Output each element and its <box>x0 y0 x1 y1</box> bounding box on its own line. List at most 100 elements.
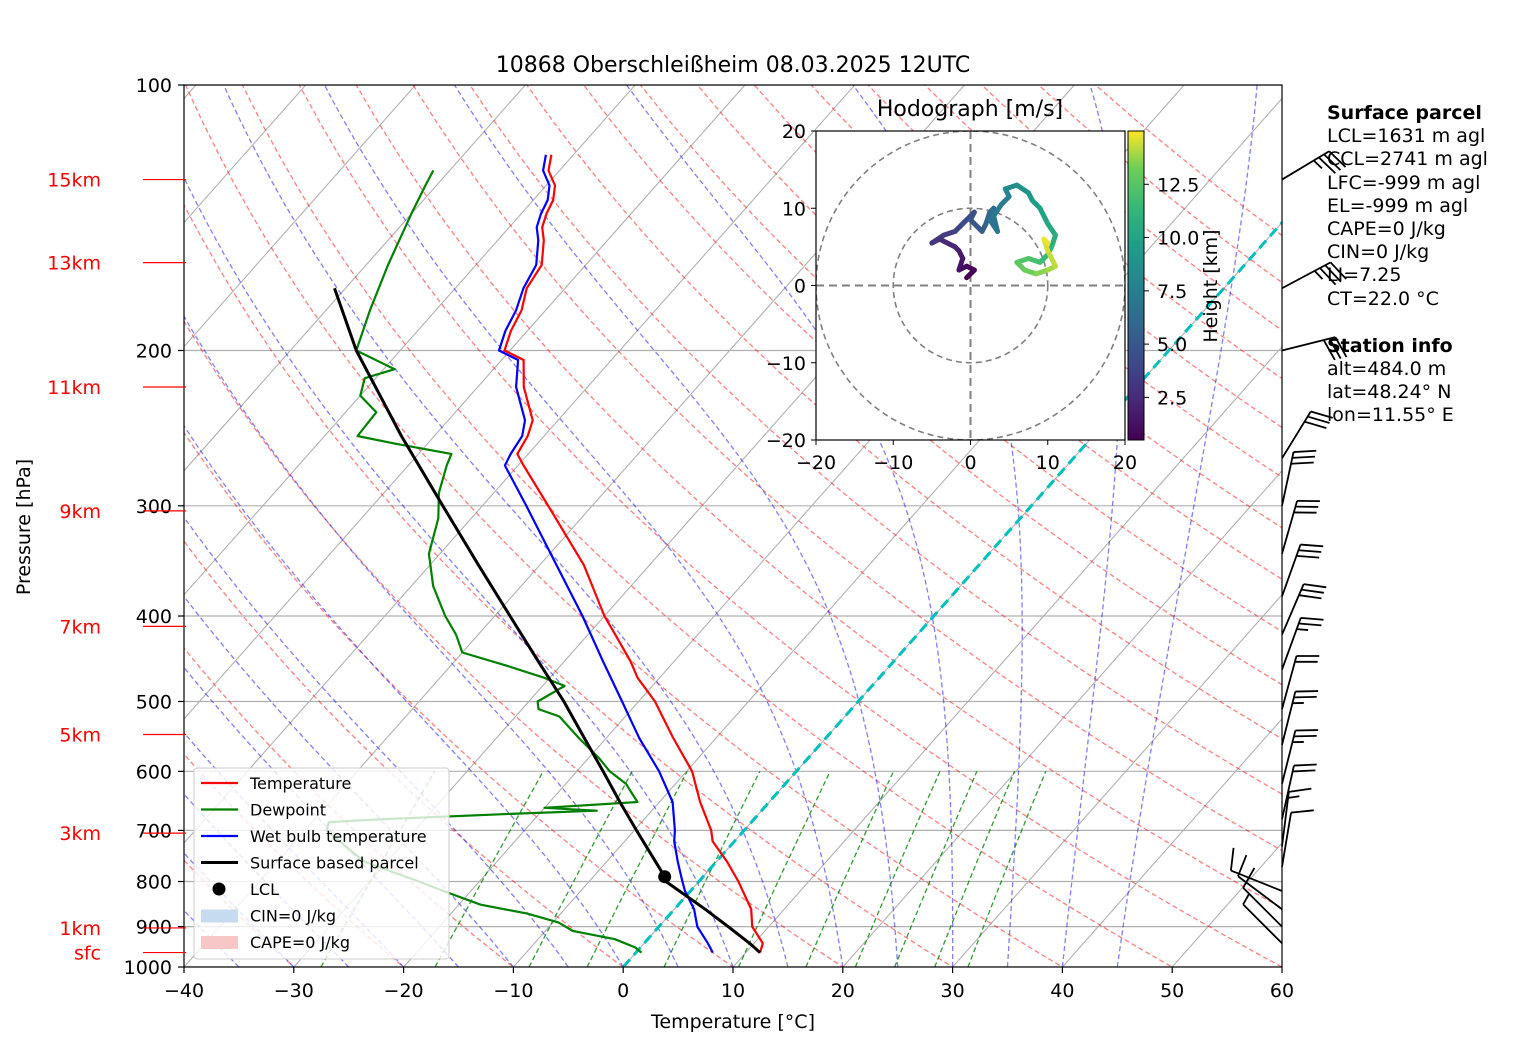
barb-staff <box>1281 691 1297 746</box>
colorbar-label: Height [km] <box>1200 229 1222 342</box>
hodo-x-tick-label: 20 <box>1113 452 1137 474</box>
barb-flag <box>1318 156 1336 174</box>
colorbar-tick-label: 12.5 <box>1157 174 1199 196</box>
moist-adiabat <box>184 315 679 967</box>
height-label: sfc <box>74 943 101 965</box>
zero-isotherm <box>622 220 1282 967</box>
barb-staff <box>1281 617 1302 670</box>
barb-flag <box>1319 267 1337 286</box>
hodo-x-tick-label: 0 <box>964 452 976 474</box>
isotherm <box>184 85 307 224</box>
colorbar <box>1127 130 1145 441</box>
barb-flag <box>1328 338 1342 359</box>
hodograph-title: Hodograph [m/s] <box>877 97 1063 122</box>
hodograph-segment <box>1045 248 1058 269</box>
barb-flag <box>1293 449 1317 453</box>
mixing-ratio-line <box>893 771 978 967</box>
barb-staff <box>1281 791 1290 847</box>
hodo-y-tick-label: 10 <box>782 198 806 220</box>
x-tick-label: 20 <box>831 980 855 1002</box>
height-label: 5km <box>59 725 101 747</box>
mixing-ratio-line <box>854 771 941 967</box>
dry-adiabat <box>184 319 844 967</box>
moist-adiabat <box>184 176 734 967</box>
moist-adiabat <box>1116 85 1258 967</box>
barb-staff <box>1237 875 1283 910</box>
y-tick-label: 800 <box>136 872 172 894</box>
isotherm <box>842 469 1282 967</box>
wind-barb <box>1281 150 1347 181</box>
wind-barb <box>1281 787 1312 847</box>
hodograph-inset: Hodograph [m/s] −20−20 −10 −10 0 0 10 10 20 20 2… <box>766 97 1222 474</box>
height-label: 11km <box>47 377 101 399</box>
station-info-title: Station info <box>1327 334 1453 357</box>
x-tick-label: 60 <box>1270 980 1294 1002</box>
legend-swatch <box>201 936 238 949</box>
barb-flag <box>1334 336 1348 358</box>
mixing-ratio-line <box>663 771 761 967</box>
mixing-ratio-line <box>805 771 895 967</box>
barb-flag <box>1230 847 1235 871</box>
wind-barb <box>1281 583 1327 636</box>
colorbar-tick-label: 7.5 <box>1157 281 1187 303</box>
x-tick-label: 30 <box>941 980 965 1002</box>
moist-adiabat <box>184 424 624 967</box>
barb-half-flag <box>1313 270 1324 280</box>
hodo-x-tick-label: −20 <box>796 452 836 474</box>
series-temperature <box>503 154 764 953</box>
wind-barb <box>1237 854 1283 910</box>
wind-barb <box>1281 261 1347 290</box>
surface-lcl: LCL=1631 m agl <box>1327 125 1486 148</box>
dry-adiabat <box>298 85 1282 967</box>
barb-flag <box>1242 867 1256 889</box>
barb-staff <box>1281 410 1312 459</box>
surface-ct: CT=22.0 °C <box>1327 287 1439 310</box>
barb-flag <box>1298 594 1322 600</box>
legend-swatch <box>212 882 226 896</box>
isotherm <box>732 345 1282 967</box>
height-label: 1km <box>59 918 101 940</box>
isotherm <box>184 85 527 472</box>
wind-barb <box>1281 449 1317 507</box>
barb-flag <box>1304 420 1327 429</box>
x-tick-label: −20 <box>384 980 424 1002</box>
legend-box <box>193 767 450 960</box>
dry-adiabat <box>184 203 954 967</box>
wind-barb <box>1281 336 1348 361</box>
barb-flag <box>1293 763 1317 767</box>
surface-ccl: CCL=2741 m agl <box>1327 148 1488 171</box>
hodo-x-tick-label: −10 <box>873 452 913 474</box>
mixing-ratio-line <box>934 771 1016 967</box>
legend-label: CAPE=0 J/kg <box>250 933 350 952</box>
mixing-ratio-line <box>434 770 544 967</box>
wind-barb <box>1281 729 1319 785</box>
mixing-ratio-line <box>528 770 633 967</box>
station-lat: lat=48.24° N <box>1327 381 1452 404</box>
barb-staff <box>1281 150 1330 181</box>
wind-barb <box>1281 809 1314 868</box>
barb-flag <box>1292 455 1316 459</box>
barb-flag <box>1307 415 1330 424</box>
barb-flag <box>1300 616 1324 621</box>
dry-adiabat <box>184 540 625 967</box>
hodograph-segment <box>1041 236 1051 246</box>
colorbar-ticks: 2.5 5.0 7.5 10.0 12.5 <box>1144 174 1199 409</box>
surface-li: LI=7.25 <box>1327 264 1402 287</box>
barb-half-flag <box>1296 628 1309 631</box>
surface-cape: CAPE=0 J/kg <box>1327 218 1446 241</box>
x-tick-label: 10 <box>721 980 745 1002</box>
barb-flag <box>1290 461 1314 465</box>
barb-half-flag <box>1287 795 1300 799</box>
dry-adiabat <box>355 85 1282 909</box>
surface-cin: CIN=0 J/kg <box>1327 241 1430 264</box>
isotherm <box>184 85 856 844</box>
barb-flag <box>1290 809 1314 814</box>
barb-flag <box>1292 769 1316 773</box>
barb-flag <box>1296 554 1320 559</box>
wind-barbs <box>1230 150 1348 944</box>
series-surface-based-parcel <box>333 287 762 954</box>
barb-flag <box>1301 588 1325 594</box>
wind-barb <box>1281 655 1320 710</box>
dry-adiabat <box>810 85 1282 479</box>
